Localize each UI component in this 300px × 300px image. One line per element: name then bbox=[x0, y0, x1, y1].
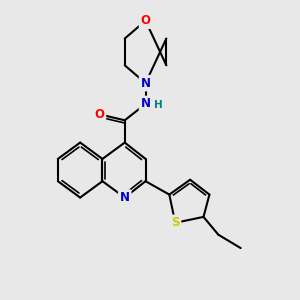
Text: O: O bbox=[94, 108, 104, 121]
Text: N: N bbox=[140, 76, 151, 90]
Text: O: O bbox=[140, 14, 151, 27]
Text: N: N bbox=[120, 191, 130, 204]
Text: N: N bbox=[140, 98, 151, 110]
Text: H: H bbox=[154, 100, 162, 110]
Text: S: S bbox=[171, 216, 179, 229]
